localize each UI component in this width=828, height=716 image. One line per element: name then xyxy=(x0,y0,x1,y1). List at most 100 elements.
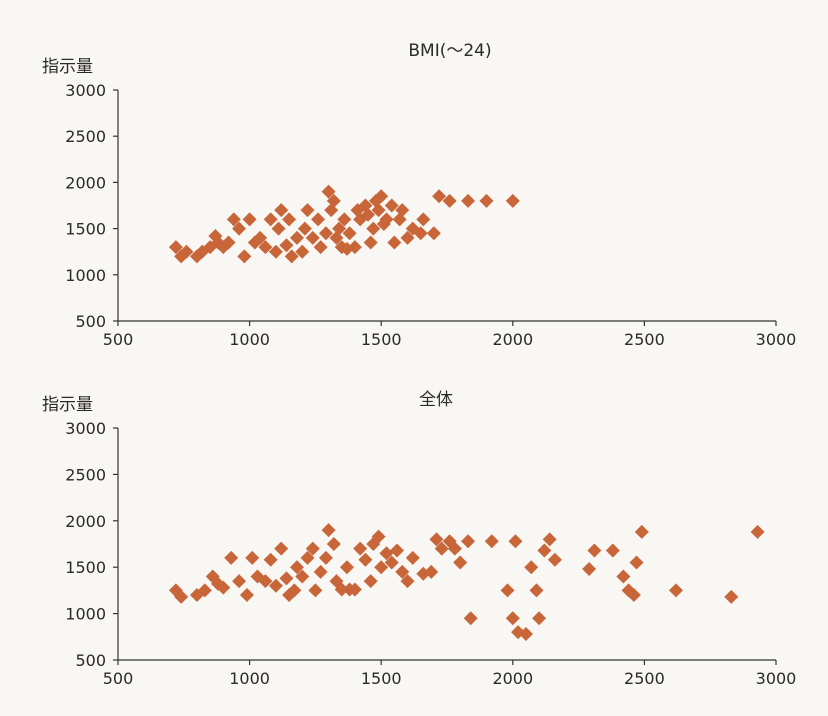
data-point xyxy=(542,532,557,547)
data-point xyxy=(366,221,381,236)
data-point xyxy=(432,189,447,204)
x-tick-label: 2000 xyxy=(492,669,533,688)
data-point xyxy=(389,543,404,558)
data-point xyxy=(282,212,297,227)
y-tick-label: 2000 xyxy=(65,512,106,531)
data-point xyxy=(284,249,299,264)
chart-title: 全体 xyxy=(419,390,453,410)
scatter-chart-2: 全体 指示量 500 1000 1500 2000 2500 3000 500 1000 1500 2… xyxy=(42,390,796,688)
data-point xyxy=(295,569,310,584)
data-point xyxy=(387,235,402,250)
data-point xyxy=(353,541,368,556)
data-point xyxy=(750,524,765,539)
data-point xyxy=(339,560,354,575)
data-point xyxy=(226,212,241,227)
data-point xyxy=(537,543,552,558)
data-point xyxy=(395,203,410,218)
x-tick-label: 3000 xyxy=(756,669,797,688)
data-point xyxy=(334,582,349,597)
chart-title: BMI(～24) xyxy=(408,41,491,61)
data-point xyxy=(305,541,320,556)
data-point xyxy=(524,560,539,575)
y-tick-label: 1000 xyxy=(65,605,106,624)
data-point xyxy=(508,534,523,549)
data-point xyxy=(453,555,468,570)
data-point xyxy=(232,221,247,236)
data-point xyxy=(197,583,212,598)
data-point xyxy=(263,552,278,567)
data-point xyxy=(274,541,289,556)
data-point xyxy=(616,569,631,584)
data-point xyxy=(242,212,257,227)
data-point xyxy=(224,550,239,565)
data-point xyxy=(379,546,394,561)
data-point xyxy=(461,193,476,208)
data-point xyxy=(247,235,262,250)
x-tick-label: 500 xyxy=(103,330,134,349)
data-point xyxy=(258,574,273,589)
data-point xyxy=(500,583,515,598)
data-point xyxy=(400,230,415,245)
data-point xyxy=(429,532,444,547)
data-point xyxy=(371,529,386,544)
y-tick-label: 1000 xyxy=(65,266,106,285)
y-tick-label: 500 xyxy=(75,651,106,670)
data-point xyxy=(300,203,315,218)
data-point xyxy=(337,212,352,227)
data-point xyxy=(311,212,326,227)
data-point xyxy=(326,193,341,208)
data-point xyxy=(300,550,315,565)
data-point xyxy=(587,543,602,558)
data-point xyxy=(463,611,478,626)
data-point xyxy=(400,574,415,589)
data-point xyxy=(268,244,283,259)
data-point xyxy=(518,627,533,642)
data-point xyxy=(313,564,328,579)
data-point xyxy=(724,589,739,604)
data-point xyxy=(279,238,294,253)
data-point xyxy=(347,240,362,255)
data-point xyxy=(361,207,376,222)
x-tick-label: 2500 xyxy=(624,669,665,688)
data-point xyxy=(484,534,499,549)
data-point xyxy=(505,611,520,626)
data-point xyxy=(297,221,312,236)
x-tick-label: 2000 xyxy=(492,330,533,349)
data-point xyxy=(308,583,323,598)
data-point xyxy=(268,578,283,593)
y-tick-label: 3000 xyxy=(65,81,106,100)
data-point xyxy=(245,550,260,565)
data-point xyxy=(416,212,431,227)
data-point xyxy=(289,560,304,575)
data-point xyxy=(626,588,641,603)
data-point xyxy=(413,226,428,241)
y-axis-label: 指示量 xyxy=(42,395,93,415)
y-tick-label: 2500 xyxy=(65,127,106,146)
data-point xyxy=(347,582,362,597)
data-point xyxy=(289,230,304,245)
data-point xyxy=(634,524,649,539)
x-tick-label: 1000 xyxy=(229,330,270,349)
scatter-chart-1: BMI(～24) 指示量 500 1000 1500 2000 2500 3000 500 100… xyxy=(42,41,796,349)
data-point xyxy=(424,564,439,579)
data-point xyxy=(374,189,389,204)
data-point xyxy=(342,226,357,241)
data-point xyxy=(426,226,441,241)
data-point xyxy=(332,221,347,236)
y-axis-label: 指示量 xyxy=(42,57,93,77)
data-point xyxy=(529,583,544,598)
data-point xyxy=(505,193,520,208)
data-point xyxy=(379,212,394,227)
data-point xyxy=(605,543,620,558)
data-point xyxy=(384,555,399,570)
data-point xyxy=(532,611,547,626)
y-tick-label: 1500 xyxy=(65,558,106,577)
data-point xyxy=(447,541,462,556)
data-point xyxy=(174,589,189,604)
data-point xyxy=(442,193,457,208)
data-point xyxy=(321,523,336,538)
data-point xyxy=(313,240,328,255)
data-point xyxy=(326,537,341,551)
data-point xyxy=(384,198,399,213)
